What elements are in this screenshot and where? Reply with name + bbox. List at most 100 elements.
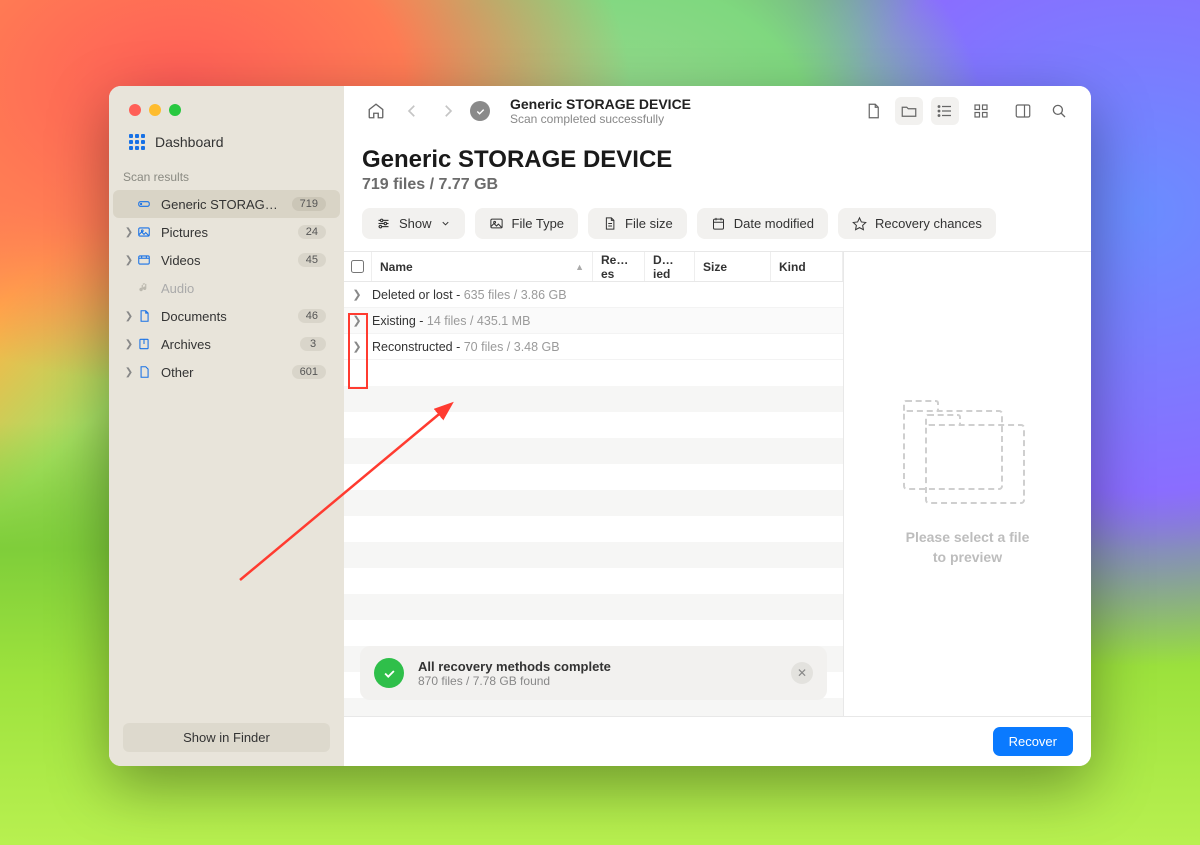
date-modified-label: Date modified [734, 216, 814, 231]
chevron-right-icon: ❯ [123, 339, 135, 350]
toolbar-title: Generic STORAGE DEVICE [510, 96, 851, 112]
scan-status-icon [470, 101, 490, 121]
sidebar-item-label: Generic STORAG… [161, 197, 292, 212]
status-title: All recovery methods complete [418, 659, 611, 674]
preview-placeholder-icon [903, 400, 1033, 510]
sliders-icon [376, 216, 391, 231]
expand-row-icon[interactable]: ❯ [344, 288, 370, 301]
dashboard-label: Dashboard [155, 134, 224, 150]
recovery-chances-label: Recovery chances [875, 216, 982, 231]
chevron-right-icon: ❯ [123, 227, 135, 238]
sidebar: Dashboard Scan results Generic STORAG… 7… [109, 86, 344, 766]
sidebar-item-badge: 45 [298, 253, 326, 267]
toolbar-subtitle: Scan completed successfully [510, 112, 851, 126]
file-table: Name ▲ Re…es D…ied Size Kind ❯ Deleted o… [344, 252, 843, 716]
row-text: Existing - 14 files / 435.1 MB [370, 314, 530, 328]
audio-icon [135, 280, 153, 296]
status-banner: All recovery methods complete 870 files … [360, 646, 827, 700]
sidebar-item-label: Documents [161, 309, 298, 324]
date-modified-filter[interactable]: Date modified [697, 208, 828, 239]
column-headers: Name ▲ Re…es D…ied Size Kind [344, 252, 843, 282]
sidebar-item-badge: 719 [292, 197, 326, 211]
document-icon [602, 216, 617, 231]
archive-icon [135, 336, 153, 352]
drive-icon [135, 196, 153, 212]
show-filter[interactable]: Show [362, 208, 465, 239]
table-row[interactable]: ❯ Deleted or lost - 635 files / 3.86 GB [344, 282, 843, 308]
recovery-chances-filter[interactable]: Recovery chances [838, 208, 996, 239]
row-text: Deleted or lost - 635 files / 3.86 GB [370, 288, 567, 302]
dashboard-icon [129, 134, 145, 150]
home-button[interactable] [362, 97, 390, 125]
sidebar-item-badge: 601 [292, 365, 326, 379]
chevron-right-icon: ❯ [123, 255, 135, 266]
file-type-filter[interactable]: File Type [475, 208, 579, 239]
toolbar-title-block: Generic STORAGE DEVICE Scan completed su… [498, 96, 851, 126]
status-subtitle: 870 files / 7.78 GB found [418, 674, 611, 688]
annotation-highlight [348, 313, 368, 389]
main-pane: Generic STORAGE DEVICE Scan completed su… [344, 86, 1091, 766]
nav-forward-button[interactable] [434, 97, 462, 125]
sidebar-item-label: Other [161, 365, 292, 380]
chevron-right-icon: ❯ [123, 367, 135, 378]
sidebar-item-label: Videos [161, 253, 298, 268]
sidebar-item-other[interactable]: ❯ Other 601 [113, 358, 340, 386]
window-controls [109, 86, 344, 116]
show-in-finder-button[interactable]: Show in Finder [123, 723, 330, 752]
image-icon [135, 224, 153, 240]
star-icon [852, 216, 867, 231]
sidebar-section-label: Scan results [109, 164, 344, 190]
image-icon [489, 216, 504, 231]
app-window: Dashboard Scan results Generic STORAG… 7… [109, 86, 1091, 766]
show-filter-label: Show [399, 216, 432, 231]
file-type-label: File Type [512, 216, 565, 231]
table-row[interactable]: ❯ Reconstructed - 70 files / 3.48 GB [344, 334, 843, 360]
other-icon [135, 364, 153, 380]
page-header: Generic STORAGE DEVICE 719 files / 7.77 … [344, 134, 1091, 208]
column-kind[interactable]: Kind [771, 252, 843, 281]
nav-back-button[interactable] [398, 97, 426, 125]
dashboard-nav[interactable]: Dashboard [109, 116, 344, 164]
column-size[interactable]: Size [695, 252, 771, 281]
search-button[interactable] [1045, 97, 1073, 125]
view-list-button[interactable] [931, 97, 959, 125]
column-date[interactable]: D…ied [645, 252, 695, 281]
toolbar: Generic STORAGE DEVICE Scan completed su… [344, 86, 1091, 134]
sidebar-item-document[interactable]: ❯ Documents 46 [113, 302, 340, 330]
zoom-window-button[interactable] [169, 104, 181, 116]
bottom-bar: Recover [344, 716, 1091, 766]
minimize-window-button[interactable] [149, 104, 161, 116]
sidebar-item-video[interactable]: ❯ Videos 45 [113, 246, 340, 274]
success-icon [374, 658, 404, 688]
sidebar-item-drive[interactable]: Generic STORAG… 719 [113, 190, 340, 218]
sidebar-item-archive[interactable]: ❯ Archives 3 [113, 330, 340, 358]
filter-row: Show File Type File size Date modified R… [344, 208, 1091, 251]
view-document-button[interactable] [859, 97, 887, 125]
calendar-icon [711, 216, 726, 231]
page-title: Generic STORAGE DEVICE [362, 146, 1073, 174]
view-folder-button[interactable] [895, 97, 923, 125]
table-row[interactable]: ❯ Existing - 14 files / 435.1 MB [344, 308, 843, 334]
close-window-button[interactable] [129, 104, 141, 116]
sort-asc-icon: ▲ [570, 262, 584, 272]
view-split-button[interactable] [1009, 97, 1037, 125]
sidebar-item-label: Archives [161, 337, 300, 352]
page-subtitle: 719 files / 7.77 GB [362, 176, 1073, 194]
select-all-checkbox[interactable] [344, 252, 372, 281]
document-icon [135, 308, 153, 324]
view-grid-button[interactable] [967, 97, 995, 125]
sidebar-item-image[interactable]: ❯ Pictures 24 [113, 218, 340, 246]
file-size-filter[interactable]: File size [588, 208, 687, 239]
sidebar-item-audio[interactable]: Audio [113, 274, 340, 302]
dismiss-status-button[interactable]: ✕ [791, 662, 813, 684]
content-split: Name ▲ Re…es D…ied Size Kind ❯ Deleted o… [344, 251, 1091, 716]
sidebar-item-label: Audio [161, 281, 326, 296]
column-name[interactable]: Name ▲ [372, 252, 593, 281]
video-icon [135, 252, 153, 268]
preview-pane: Please select a fileto preview [843, 252, 1091, 716]
chevron-down-icon [440, 218, 451, 229]
column-recovery[interactable]: Re…es [593, 252, 645, 281]
status-text: All recovery methods complete 870 files … [418, 659, 611, 688]
recover-button[interactable]: Recover [993, 727, 1073, 756]
sidebar-item-badge: 46 [298, 309, 326, 323]
